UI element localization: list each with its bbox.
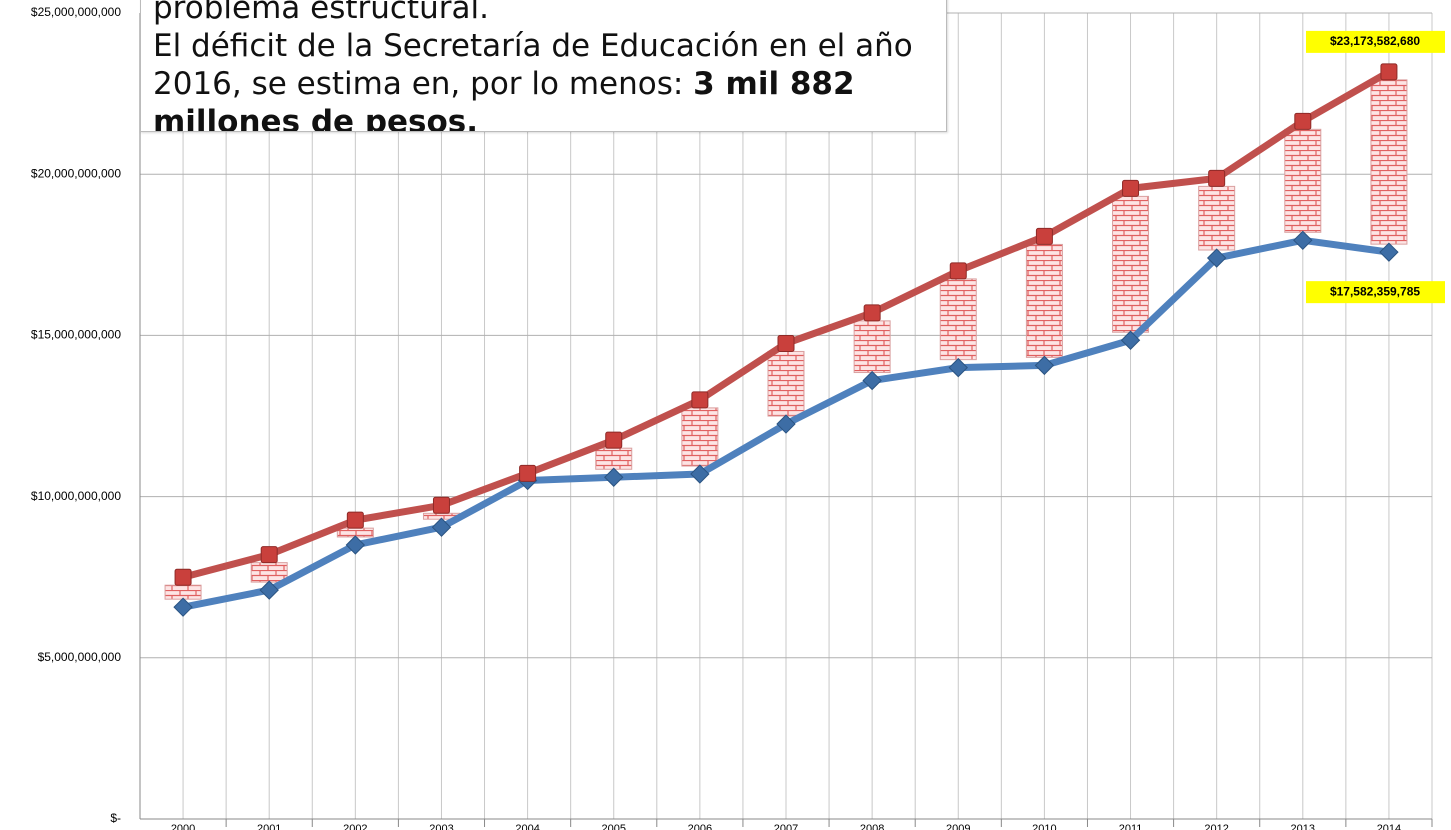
x-tick-label: 2000 (171, 823, 195, 830)
deficit-bar (1285, 129, 1321, 232)
marker (605, 468, 623, 486)
deficit-bar (596, 448, 632, 469)
x-tick-label: 2006 (688, 823, 712, 830)
y-tick-label: $20,000,000,000 (31, 166, 121, 180)
annotation-box: problema estructural. El déficit de la S… (140, 0, 947, 132)
marker (261, 547, 277, 563)
deficit-bar (1026, 244, 1062, 357)
x-tick-label: 2002 (343, 823, 367, 830)
marker (1380, 243, 1398, 261)
x-tick-label: 2001 (257, 823, 281, 830)
y-tick-label: $15,000,000,000 (31, 328, 121, 342)
marker (778, 335, 794, 351)
y-tick-label: $5,000,000,000 (38, 650, 122, 664)
value-label: $17,582,359,785 (1330, 284, 1420, 298)
marker (864, 305, 880, 321)
marker (606, 432, 622, 448)
marker (692, 392, 708, 408)
marker (1209, 170, 1225, 186)
marker (520, 465, 536, 481)
page: $- $5,000,000,000 $10,000,000,000 $15,000,0… (0, 0, 1451, 830)
y-tick-label: $25,000,000,000 (31, 5, 121, 19)
y-tick-label: $10,000,000,000 (31, 489, 121, 503)
x-tick-label: 2014 (1377, 823, 1401, 830)
x-tick-label: 2007 (774, 823, 798, 830)
marker (433, 497, 449, 513)
x-tick-label: 2013 (1291, 823, 1315, 830)
deficit-bar (251, 563, 287, 582)
x-tick-label: 2008 (860, 823, 884, 830)
deficit-bar (940, 279, 976, 360)
marker (1295, 113, 1311, 129)
annotation-text: El déficit de la Secretaría de Educación… (153, 27, 936, 132)
value-label: $23,173,582,680 (1330, 34, 1420, 48)
x-tick-label: 2009 (946, 823, 970, 830)
x-tick-label: 2005 (601, 823, 625, 830)
marker (949, 359, 967, 377)
marker (174, 598, 192, 616)
x-tick-label: 2011 (1119, 823, 1143, 830)
marker (1036, 228, 1052, 244)
marker (950, 263, 966, 279)
deficit-bar (854, 321, 890, 373)
deficit-bar (165, 585, 201, 599)
x-tick-label: 2004 (515, 823, 539, 830)
annotation-text: problema estructural. (153, 0, 936, 27)
marker (1123, 180, 1139, 196)
marker (347, 512, 363, 528)
deficit-bar (1199, 186, 1235, 250)
y-tick-label: $- (110, 811, 121, 825)
marker (1381, 64, 1397, 80)
deficit-bar (768, 351, 804, 416)
marker (1035, 356, 1053, 374)
deficit-bar (682, 408, 718, 466)
x-tick-label: 2003 (429, 823, 453, 830)
marker (175, 569, 191, 585)
deficit-bar (1371, 80, 1407, 244)
marker (1294, 231, 1312, 249)
deficit-bar (1113, 196, 1149, 332)
x-tick-label: 2010 (1032, 823, 1056, 830)
x-tick-label: 2012 (1204, 823, 1228, 830)
